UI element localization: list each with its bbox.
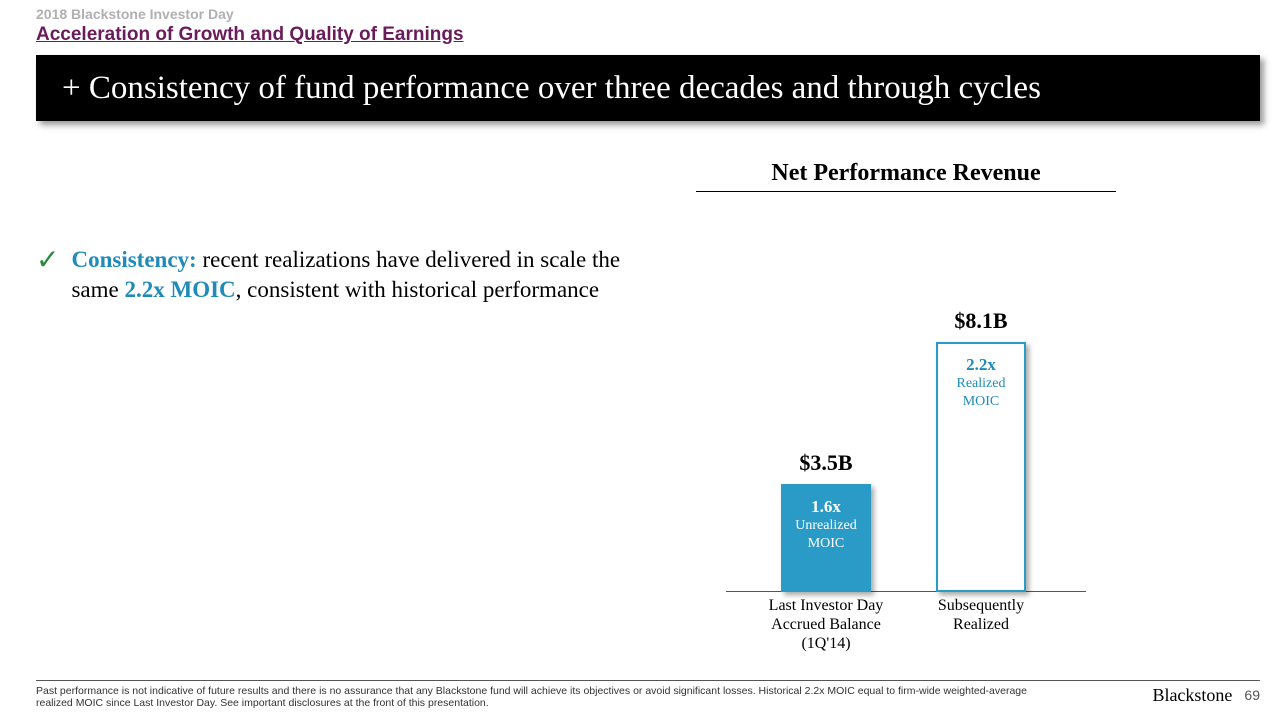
- bar-inner-label-1: 1.6xUnrealizedMOIC: [795, 496, 856, 552]
- bar-inner-label-2: 2.2xRealizedMOIC: [957, 354, 1006, 410]
- footer: Past performance is not indicative of fu…: [36, 680, 1260, 710]
- check-icon: ✓: [36, 247, 59, 275]
- bullet-text-b: , consistent with historical performance: [236, 277, 599, 302]
- bullet-block: ✓ Consistency: recent realizations have …: [36, 245, 626, 305]
- disclaimer-text: Past performance is not indicative of fu…: [36, 685, 1056, 710]
- slide-title: + Consistency of fund performance over t…: [62, 70, 1041, 107]
- chart-region: Net Performance Revenue 1.6xUnrealizedMO…: [656, 160, 1156, 650]
- chart-title: Net Performance Revenue: [696, 160, 1116, 192]
- bullet-text: Consistency: recent realizations have de…: [71, 245, 626, 305]
- bar-2: 2.2xRealizedMOIC: [936, 342, 1026, 592]
- page-number: 69: [1244, 687, 1260, 703]
- x-axis-labels: Last Investor DayAccrued Balance(1Q'14)S…: [726, 592, 1086, 652]
- chart-plot: 1.6xUnrealizedMOIC $3.5B 2.2xRealizedMOIC $…: [726, 212, 1086, 592]
- bullet-lead: Consistency:: [71, 247, 196, 272]
- x-label-2: SubsequentlyRealized: [901, 596, 1061, 634]
- x-label-1: Last Investor DayAccrued Balance(1Q'14): [746, 596, 906, 654]
- bar-value-label-1: $3.5B: [751, 450, 901, 476]
- header-meta: 2018 Blackstone Investor Day: [36, 6, 234, 22]
- bar-value-label-2: $8.1B: [906, 308, 1056, 334]
- header-section-title: Acceleration of Growth and Quality of Ea…: [36, 24, 464, 46]
- brand-logo: Blackstone: [1152, 685, 1232, 706]
- slide-title-band: + Consistency of fund performance over t…: [36, 55, 1260, 121]
- body-area: ✓ Consistency: recent realizations have …: [36, 160, 1260, 660]
- footer-right: Blackstone 69: [1152, 685, 1260, 706]
- bullet-moic: 2.2x MOIC: [124, 277, 235, 302]
- bar-1: 1.6xUnrealizedMOIC: [781, 484, 871, 592]
